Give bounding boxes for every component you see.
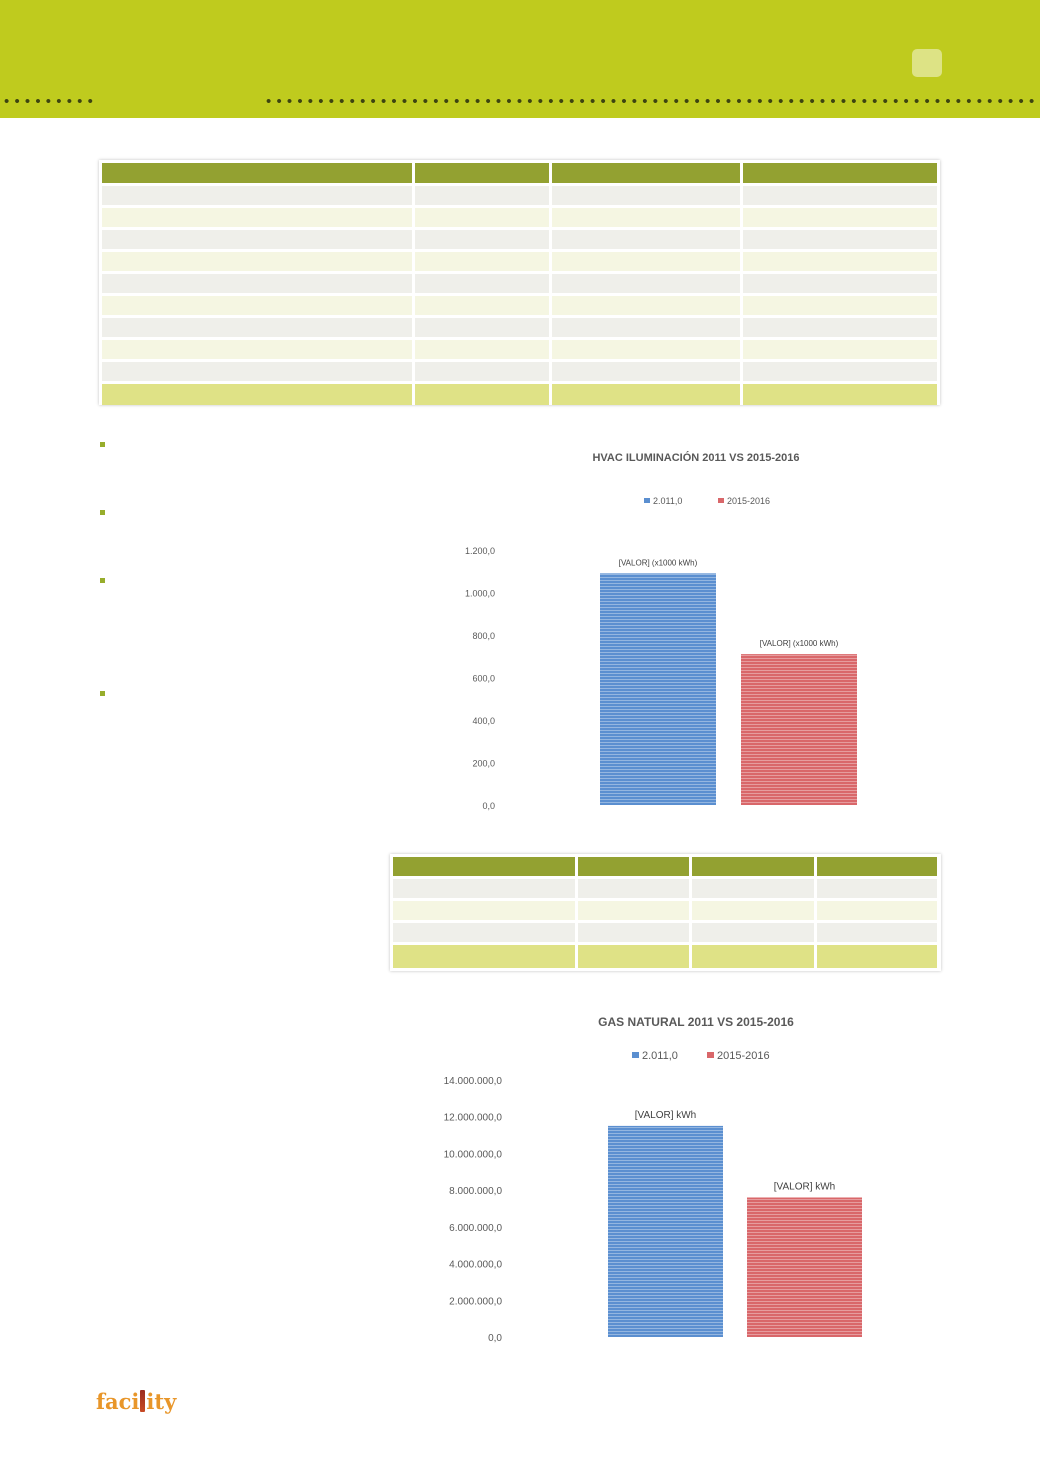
table-row (102, 362, 937, 381)
y-tick-label: 14.000.000,0 (444, 1076, 503, 1087)
bar-2011 (600, 573, 716, 805)
legend-swatch (707, 1052, 714, 1058)
legend-label: 2015-2016 (727, 496, 770, 506)
table-row (102, 186, 937, 205)
y-tick-label: 200,0 (472, 759, 495, 769)
logo-text-left: faci (96, 1389, 140, 1414)
table-header-cell (692, 857, 814, 876)
y-tick-label: 1.000,0 (465, 589, 495, 599)
logo-bar-icon (140, 1390, 146, 1412)
data-label: [VALOR] kWh (635, 1110, 697, 1121)
data-label: [VALOR] (x1000 kWh) (619, 558, 698, 567)
bar-2011 (608, 1125, 723, 1337)
header-dots-right: ••••••••••••••••••••••••••••••••••••••••… (266, 94, 1040, 110)
gas-chart: GAS NATURAL 2011 VS 2015-2016 2.011,0 2015… (430, 1005, 910, 1350)
logo-text-right: ity (146, 1389, 177, 1414)
page-number-tab (912, 49, 942, 77)
data-label: [VALOR] kWh (774, 1181, 836, 1192)
table-header-row (393, 857, 938, 876)
table-header-cell (102, 163, 412, 183)
top-table (99, 160, 940, 405)
table-row (393, 879, 938, 898)
legend-swatch (718, 498, 724, 503)
bar-2015-2016 (741, 654, 857, 805)
y-tick-label: 400,0 (472, 716, 495, 726)
bullet-marker (100, 510, 105, 515)
y-tick-label: 4.000.000,0 (449, 1260, 502, 1271)
y-tick-label: 800,0 (472, 631, 495, 641)
y-tick-label: 10.000.000,0 (444, 1149, 503, 1160)
legend-label: 2.011,0 (653, 496, 682, 506)
header-dots-left: •••••••••• (4, 94, 96, 110)
chart-title: GAS NATURAL 2011 VS 2015-2016 (598, 1015, 794, 1029)
table-header-cell (393, 857, 575, 876)
y-tick-label: 12.000.000,0 (444, 1113, 503, 1124)
table-total-row (102, 384, 937, 405)
page-header: •••••••• •• •••••••••••••••••••••••••••••… (0, 0, 1040, 118)
table-header-cell (415, 163, 549, 183)
table-header-row (102, 163, 937, 183)
bullet-marker (100, 691, 105, 696)
table-header-cell (817, 857, 937, 876)
bullet-marker (100, 442, 105, 447)
table-row (102, 318, 937, 337)
table-header-cell (578, 857, 689, 876)
hvac-chart: HVAC ILUMINACIÓN 2011 VS 2015-2016 2.011,… (430, 440, 910, 820)
table-row (393, 901, 938, 920)
legend-label: 2015-2016 (717, 1050, 770, 1062)
facility-logo: faci ity (96, 1386, 176, 1418)
legend-label: 2.011,0 (642, 1050, 678, 1062)
table-total-row (393, 945, 938, 968)
legend-swatch (632, 1052, 639, 1058)
y-tick-label: 8.000.000,0 (449, 1186, 502, 1197)
bullet-marker (100, 578, 105, 583)
table-row (102, 208, 937, 227)
second-table (390, 854, 941, 971)
table-row (102, 274, 937, 293)
table-row (102, 340, 937, 359)
y-tick-label: 6.000.000,0 (449, 1223, 502, 1234)
legend-swatch (644, 498, 650, 503)
chart-title: HVAC ILUMINACIÓN 2011 VS 2015-2016 (592, 451, 799, 464)
y-tick-label: 600,0 (472, 674, 495, 684)
table-header-cell (552, 163, 740, 183)
y-tick-label: 1.200,0 (465, 546, 495, 556)
y-tick-label: 0,0 (482, 801, 495, 811)
table-row (102, 296, 937, 315)
table-header-cell (743, 163, 937, 183)
y-tick-label: 2.000.000,0 (449, 1296, 502, 1307)
y-tick-label: 0,0 (488, 1333, 502, 1344)
data-label: [VALOR] (x1000 kWh) (760, 639, 839, 648)
table-row (102, 230, 937, 249)
table-row (102, 252, 937, 271)
bar-2015-2016 (747, 1197, 862, 1337)
table-row (393, 923, 938, 942)
hvac-chart-svg: HVAC ILUMINACIÓN 2011 VS 2015-2016 2.011,… (465, 451, 857, 811)
gas-chart-svg: GAS NATURAL 2011 VS 2015-2016 2.011,0 2015… (444, 1015, 862, 1344)
